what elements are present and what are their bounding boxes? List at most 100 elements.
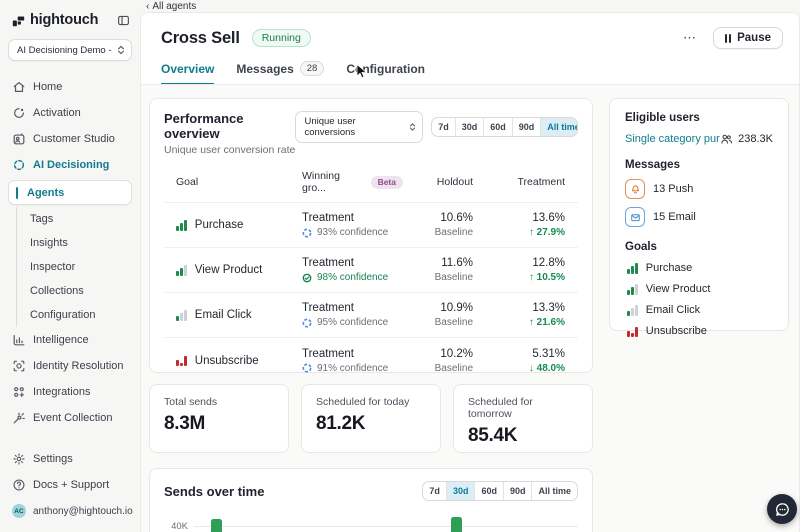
beta-badge: Beta bbox=[370, 175, 403, 189]
range-60d[interactable]: 60d bbox=[474, 482, 503, 500]
more-menu-icon[interactable]: ⋯ bbox=[683, 30, 698, 45]
lift-arrow-icon: ↑ bbox=[528, 272, 534, 283]
sidebar-footer: Settings Docs + Support AC anthony@hight… bbox=[8, 446, 133, 524]
sidebar-item-label: AI Decisioning bbox=[33, 159, 110, 171]
lift-value: 48.0% bbox=[536, 362, 565, 374]
chart-bar[interactable] bbox=[451, 517, 462, 532]
main-panel: Cross Sell Running ⋯ Pause Overview Mess… bbox=[140, 12, 800, 532]
settings-gear-icon bbox=[12, 452, 26, 466]
holdout-label: Baseline bbox=[434, 362, 473, 374]
sidebar-item-label: Docs + Support bbox=[33, 479, 110, 491]
range-30d[interactable]: 30d bbox=[445, 482, 475, 500]
goal-label: Unsubscribe bbox=[645, 325, 707, 337]
sidebar-item-customer-studio[interactable]: Customer Studio bbox=[8, 126, 132, 152]
integrations-icon bbox=[12, 385, 26, 399]
sends-over-time-card: Sends over time 7d 30d 60d 90d All time … bbox=[149, 468, 593, 532]
sidebar-item-settings[interactable]: Settings bbox=[8, 446, 132, 472]
range-7d[interactable]: 7d bbox=[429, 486, 440, 496]
sidebar-item-tags[interactable]: Tags bbox=[17, 207, 132, 231]
chat-bubble-icon bbox=[774, 501, 791, 518]
confidence-check-icon bbox=[302, 273, 312, 283]
identity-resolution-icon bbox=[12, 359, 26, 373]
goal-item-view-product: View Product bbox=[625, 283, 773, 295]
sidebar-item-label: Identity Resolution bbox=[33, 360, 124, 372]
goal-name: Unsubscribe bbox=[194, 354, 259, 367]
range-60d[interactable]: 60d bbox=[483, 118, 512, 136]
messages-count-badge: 28 bbox=[299, 61, 325, 76]
sidebar-collapse-icon[interactable] bbox=[117, 14, 130, 27]
sends-time-range-control: 7d 30d 60d 90d All time bbox=[422, 481, 578, 501]
sidebar-item-event-collection[interactable]: Event Collection bbox=[8, 405, 132, 431]
range-all-time[interactable]: All time bbox=[531, 482, 577, 500]
metric-select[interactable]: Unique user conversions bbox=[295, 111, 424, 143]
goal-row-unsubscribe[interactable]: Unsubscribe Treatment 91% confidence 10.… bbox=[164, 338, 578, 383]
pause-icon bbox=[725, 33, 732, 43]
goal-bars-icon bbox=[627, 262, 638, 274]
col-treatment: Treatment bbox=[517, 176, 565, 188]
sends-chart-title: Sends over time bbox=[164, 483, 265, 499]
chevron-updown-icon bbox=[409, 122, 416, 132]
sidebar-item-ai-decisioning[interactable]: AI Decisioning bbox=[8, 152, 132, 178]
goals-table-header: Goal Winning gro... Beta Holdout Treatme… bbox=[164, 170, 578, 203]
sidebar-item-docs-support[interactable]: Docs + Support bbox=[8, 472, 132, 498]
sidebar-item-activation[interactable]: Activation bbox=[8, 100, 132, 126]
tab-overview[interactable]: Overview bbox=[161, 61, 215, 85]
sidebar-item-integrations[interactable]: Integrations bbox=[8, 379, 132, 405]
range-30d[interactable]: 30d bbox=[454, 118, 484, 136]
range-90d[interactable]: 90d bbox=[502, 482, 532, 500]
holdout-rate: 11.6% bbox=[441, 257, 473, 269]
holdout-rate: 10.2% bbox=[440, 347, 473, 360]
workspace-name: AI Decisioning Demo - ... bbox=[17, 44, 113, 56]
eligible-users-link[interactable]: Single category pur... bbox=[625, 133, 721, 145]
range-90d[interactable]: 90d bbox=[511, 118, 541, 136]
ai-decisioning-icon bbox=[12, 158, 26, 172]
users-icon bbox=[720, 133, 733, 145]
winning-group-value: Treatment bbox=[302, 347, 354, 360]
sidebar-item-identity-resolution[interactable]: Identity Resolution bbox=[8, 353, 132, 379]
goal-bars-icon bbox=[176, 264, 187, 276]
goal-row-view-product[interactable]: View Product Treatment 98% confidence 11… bbox=[164, 248, 578, 293]
sidebar-item-account[interactable]: AC anthony@hightouch.io bbox=[8, 498, 133, 524]
chart-bar[interactable] bbox=[211, 519, 222, 532]
range-all-time[interactable]: All time bbox=[540, 118, 578, 136]
goal-name: Purchase bbox=[194, 219, 244, 231]
goal-row-email-click[interactable]: Email Click Treatment 95% confidence 10.… bbox=[164, 293, 578, 338]
goal-item-email-click: Email Click bbox=[625, 304, 773, 316]
sidebar-item-agents[interactable]: Agents bbox=[8, 180, 132, 205]
tab-messages[interactable]: Messages 28 bbox=[236, 61, 325, 85]
sidebar-item-label: Settings bbox=[33, 453, 73, 465]
confidence-label: 93% confidence bbox=[317, 227, 389, 238]
col-holdout: Holdout bbox=[436, 176, 473, 188]
sidebar-item-label: Event Collection bbox=[33, 412, 113, 424]
goal-row-purchase[interactable]: Purchase Treatment 93% confidence 10.6% … bbox=[164, 203, 578, 248]
sidebar-item-insights[interactable]: Insights bbox=[17, 231, 132, 255]
chevron-updown-icon bbox=[117, 45, 125, 55]
sidebar-item-label: Agents bbox=[27, 186, 65, 199]
sidebar-item-label: Intelligence bbox=[33, 334, 89, 346]
support-chat-button[interactable] bbox=[767, 494, 797, 524]
sidebar-item-collections[interactable]: Collections bbox=[17, 279, 132, 303]
eligible-users-count: 238.3K bbox=[738, 133, 773, 145]
goal-item-unsubscribe: Unsubscribe bbox=[625, 325, 773, 337]
lift-arrow-icon: ↑ bbox=[528, 227, 534, 238]
goals-title: Goals bbox=[625, 241, 657, 253]
goal-bars-icon bbox=[176, 219, 187, 231]
lift-arrow-icon: ↓ bbox=[528, 362, 534, 374]
confidence-progress-icon bbox=[302, 227, 312, 238]
breadcrumb[interactable]: ‹ All agents bbox=[146, 0, 196, 12]
sidebar-nav: Home Activation Customer Studio AI Decis… bbox=[8, 74, 133, 524]
messages-push-row: 13 Push bbox=[625, 179, 773, 199]
lift-arrow-icon: ↑ bbox=[528, 317, 534, 328]
tab-configuration[interactable]: Configuration bbox=[346, 61, 425, 85]
sidebar-item-home[interactable]: Home bbox=[8, 74, 132, 100]
sidebar-item-inspector[interactable]: Inspector bbox=[17, 255, 132, 279]
stat-value: 8.3M bbox=[164, 413, 206, 434]
pause-button[interactable]: Pause bbox=[713, 27, 783, 49]
sidebar-item-intelligence[interactable]: Intelligence bbox=[8, 327, 132, 353]
lift-value: 21.6% bbox=[536, 317, 565, 328]
goal-name: Email Click bbox=[194, 309, 252, 321]
workspace-selector[interactable]: AI Decisioning Demo - ... bbox=[8, 39, 132, 61]
range-7d[interactable]: 7d bbox=[438, 122, 449, 132]
sidebar-item-configuration[interactable]: Configuration bbox=[17, 303, 132, 327]
sends-bar-chart: 40K bbox=[164, 517, 578, 532]
